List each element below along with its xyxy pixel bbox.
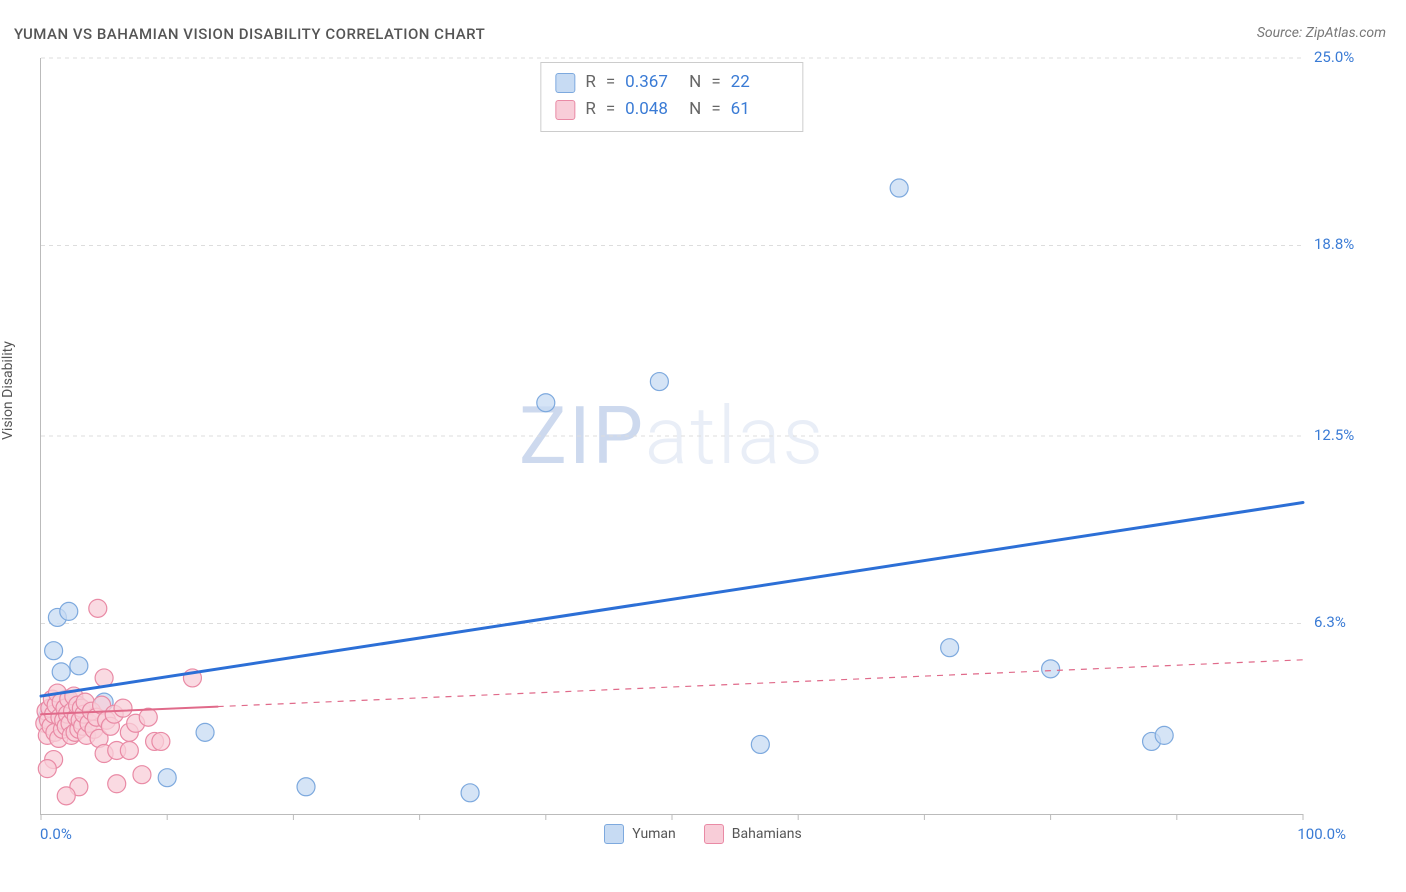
- plot-area: ZIPatlas R= 0.367 N= 22 R= 0.048 N= 61: [40, 58, 1303, 815]
- legend-label-yuman: Yuman: [632, 826, 675, 842]
- stat-r-bahamians: 0.048: [625, 96, 679, 123]
- stats-row-yuman: R= 0.367 N= 22: [555, 69, 784, 96]
- stat-label-r: R: [585, 69, 595, 96]
- bottom-legend: Yuman Bahamians: [0, 824, 1406, 844]
- legend-label-bahamians: Bahamians: [732, 826, 802, 842]
- stat-r-yuman: 0.367: [625, 69, 679, 96]
- y-tick-label: 18.8%: [1314, 235, 1354, 253]
- swatch-bahamians: [555, 100, 575, 120]
- chart-svg: [41, 58, 1303, 814]
- source-label: Source: ZipAtlas.com: [1257, 25, 1386, 41]
- swatch-yuman: [555, 73, 575, 93]
- stat-label-n2: N: [689, 96, 701, 123]
- y-tick-label: 12.5%: [1314, 426, 1354, 444]
- stat-label-r2: R: [585, 96, 595, 123]
- stats-row-bahamians: R= 0.048 N= 61: [555, 96, 784, 123]
- y-axis-label: Vision Disability: [0, 341, 16, 440]
- stat-n-yuman: 22: [731, 69, 785, 96]
- chart-title: YUMAN VS BAHAMIAN VISION DISABILITY CORR…: [14, 25, 485, 43]
- stat-n-bahamians: 61: [731, 96, 785, 123]
- y-tick-label: 6.3%: [1314, 613, 1346, 631]
- y-tick-label: 25.0%: [1314, 48, 1354, 66]
- legend-item-yuman: Yuman: [604, 824, 675, 844]
- stat-label-n: N: [689, 69, 701, 96]
- stats-legend: R= 0.367 N= 22 R= 0.048 N= 61: [540, 62, 803, 132]
- legend-item-bahamians: Bahamians: [704, 824, 802, 844]
- legend-swatch-bahamians: [704, 824, 724, 844]
- legend-swatch-yuman: [604, 824, 624, 844]
